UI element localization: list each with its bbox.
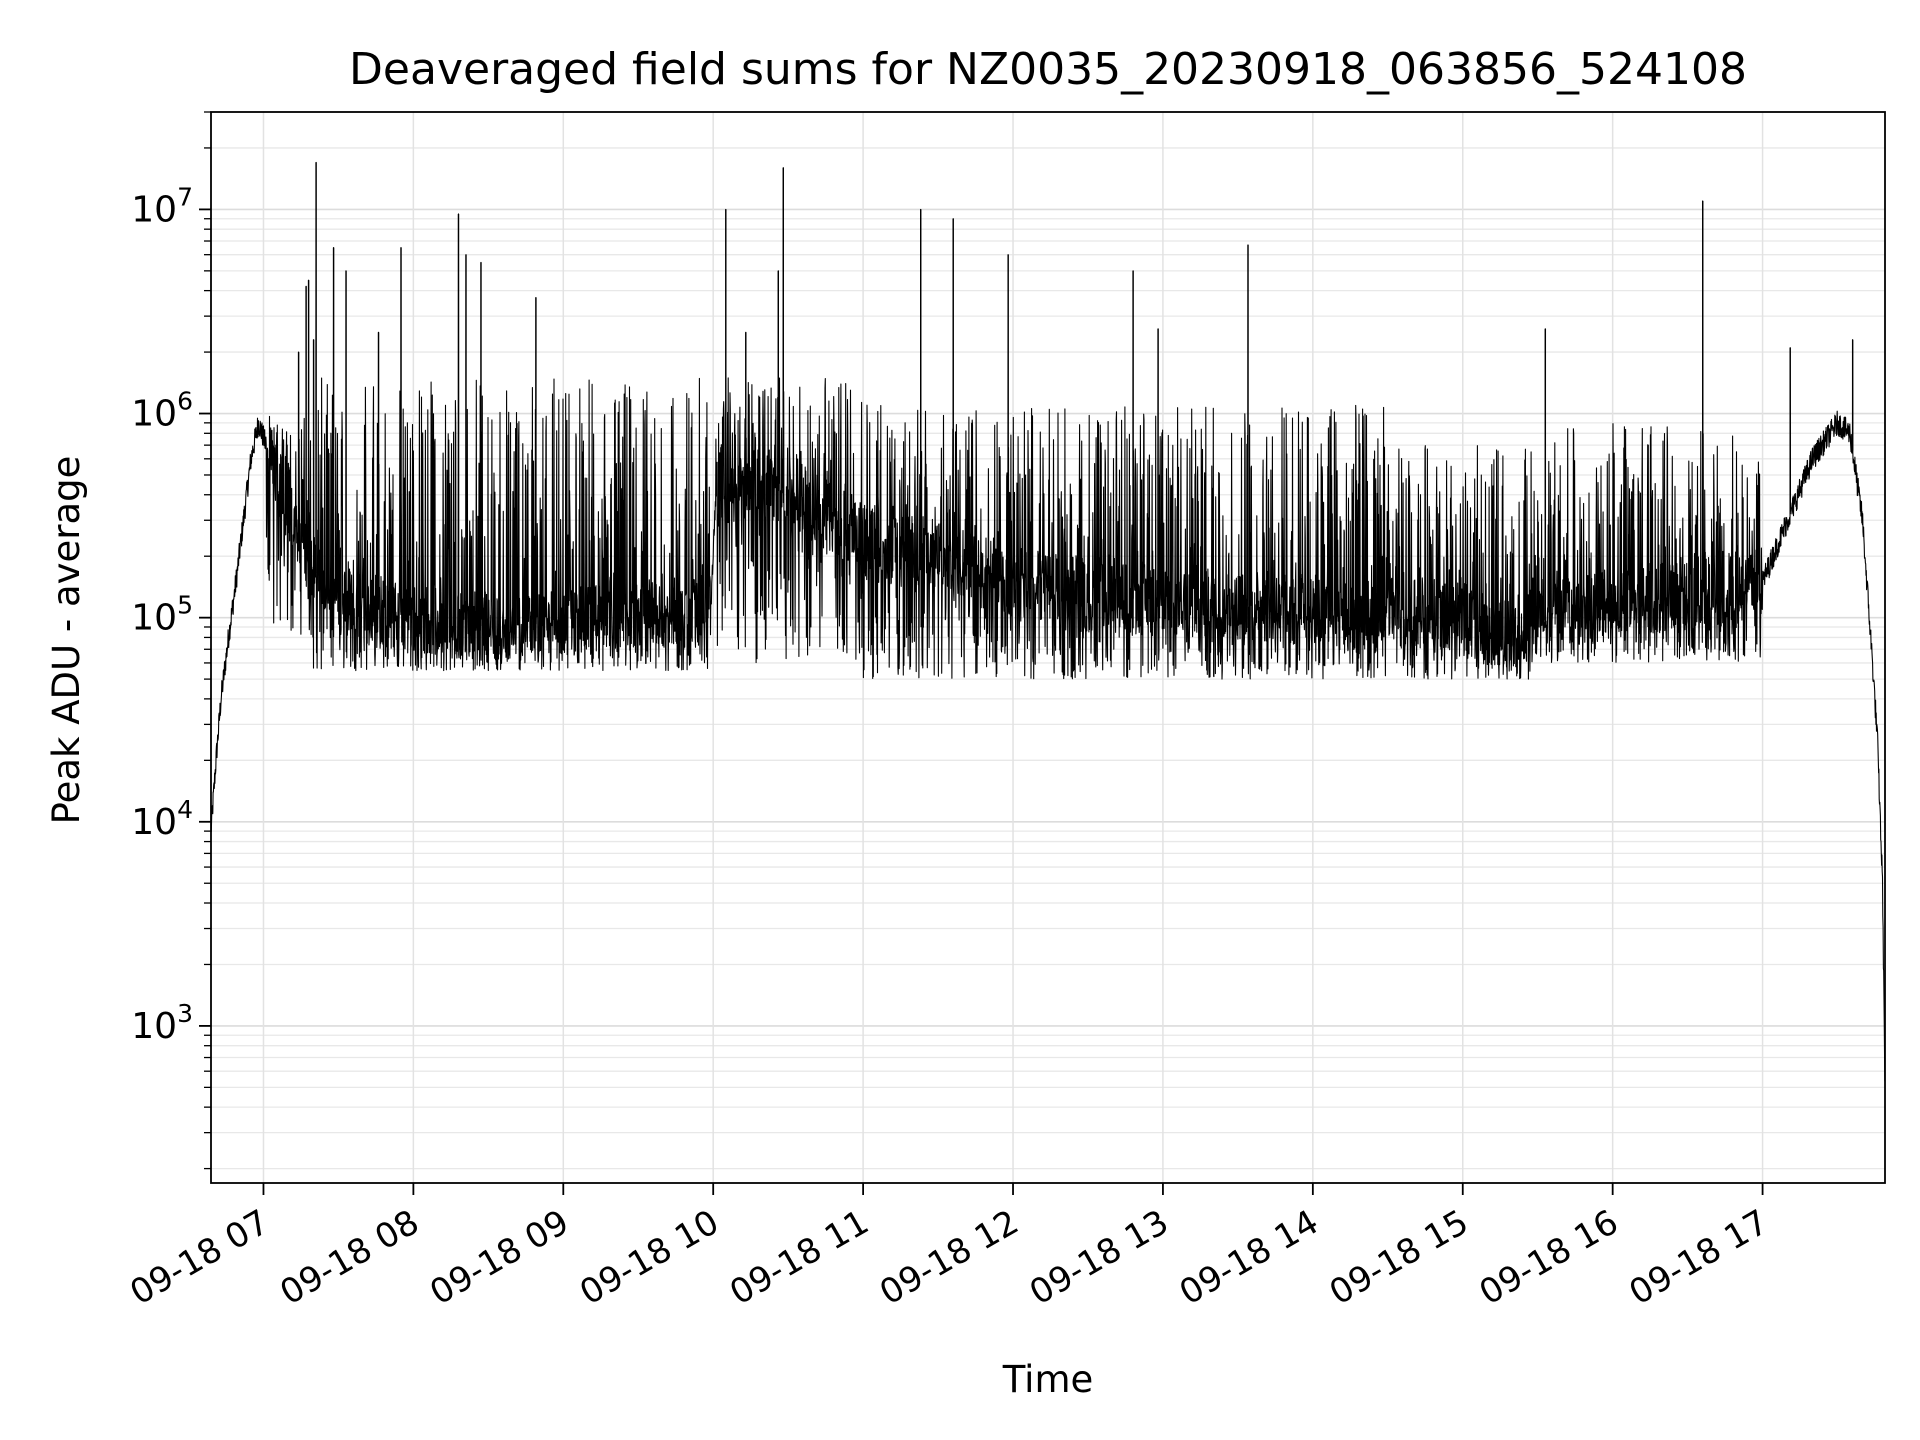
y-axis: 103 104 105 106 107	[131, 111, 211, 1170]
x-axis-label: Time	[1002, 1358, 1094, 1401]
y-tick-label: 106	[131, 387, 193, 435]
y-tick-label: 104	[131, 795, 193, 843]
y-tick-label: 105	[131, 591, 193, 639]
y-axis-label: Peak ADU - average	[45, 456, 88, 825]
y-tick-label: 107	[131, 182, 193, 230]
y-tick-label: 103	[131, 999, 193, 1047]
plot-frame	[210, 111, 1886, 1184]
series-layer	[210, 161, 1886, 1082]
series-line	[210, 161, 1886, 1082]
chart-title: Deaveraged field sums for NZ0035_2023091…	[349, 44, 1747, 95]
